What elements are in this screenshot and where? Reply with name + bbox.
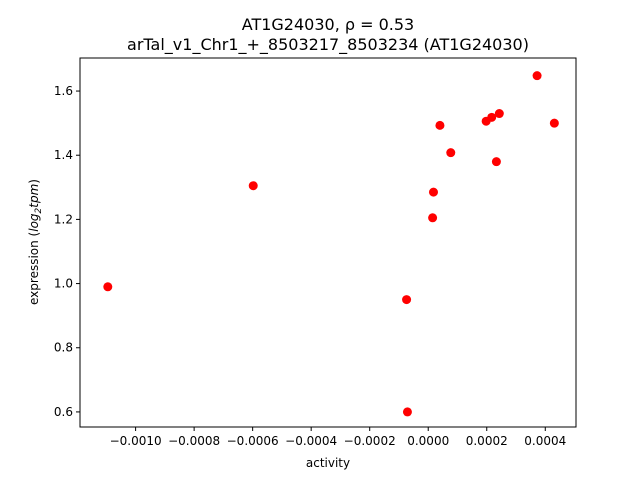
x-tick-label-7: 0.0004 [524,434,566,448]
x-tick-label-4: −0.0002 [344,434,396,448]
data-point-6 [435,120,445,130]
data-point-11 [494,109,504,119]
y-axis-label-sub: 2 [34,207,44,213]
data-point-4 [428,213,438,223]
x-tick-label-2: −0.0006 [227,434,279,448]
y-tick-label-2: 1.0 [54,277,73,291]
y-axis-label-tpm: tpm [27,184,41,208]
data-point-0 [103,282,113,292]
x-tick-label-5: 0.0000 [407,434,449,448]
data-point-9 [487,112,497,122]
data-point-13 [549,118,559,128]
y-tick-label-0: 0.6 [54,405,73,419]
y-tick-label-3: 1.2 [54,212,73,226]
x-tick-label-3: −0.0004 [285,434,337,448]
x-axis-label: activity [306,456,350,470]
data-point-7 [446,148,456,158]
chart-title-line2: arTal_v1_Chr1_+_8503217_8503234 (AT1G240… [127,35,529,55]
data-point-2 [402,295,412,305]
data-point-3 [402,407,412,417]
y-axis-ticks: 0.6 0.8 1.0 1.2 1.4 1.6 [54,84,80,419]
data-point-10 [491,157,501,167]
y-tick-label-5: 1.6 [54,84,73,98]
y-axis-label-log: log [27,213,41,232]
y-tick-label-4: 1.4 [54,148,73,162]
y-tick-label-1: 0.8 [54,341,73,355]
x-axis-ticks: −0.0010 −0.0008 −0.0006 −0.0004 −0.0002 0.000… [110,427,566,448]
chart-title-line1: AT1G24030, ρ = 0.53 [242,15,414,34]
x-tick-label-0: −0.0010 [110,434,162,448]
data-point-5 [428,187,438,197]
plot-frame [79,57,577,428]
data-points [103,71,559,417]
y-axis-label: expression (log2tpm) [27,179,44,305]
y-axis-label-main: expression ( [27,232,41,305]
data-point-12 [532,71,542,81]
x-tick-label-1: −0.0008 [168,434,220,448]
x-tick-label-6: 0.0002 [466,434,508,448]
y-axis-label-close: ) [27,179,41,184]
data-point-1 [248,181,258,191]
